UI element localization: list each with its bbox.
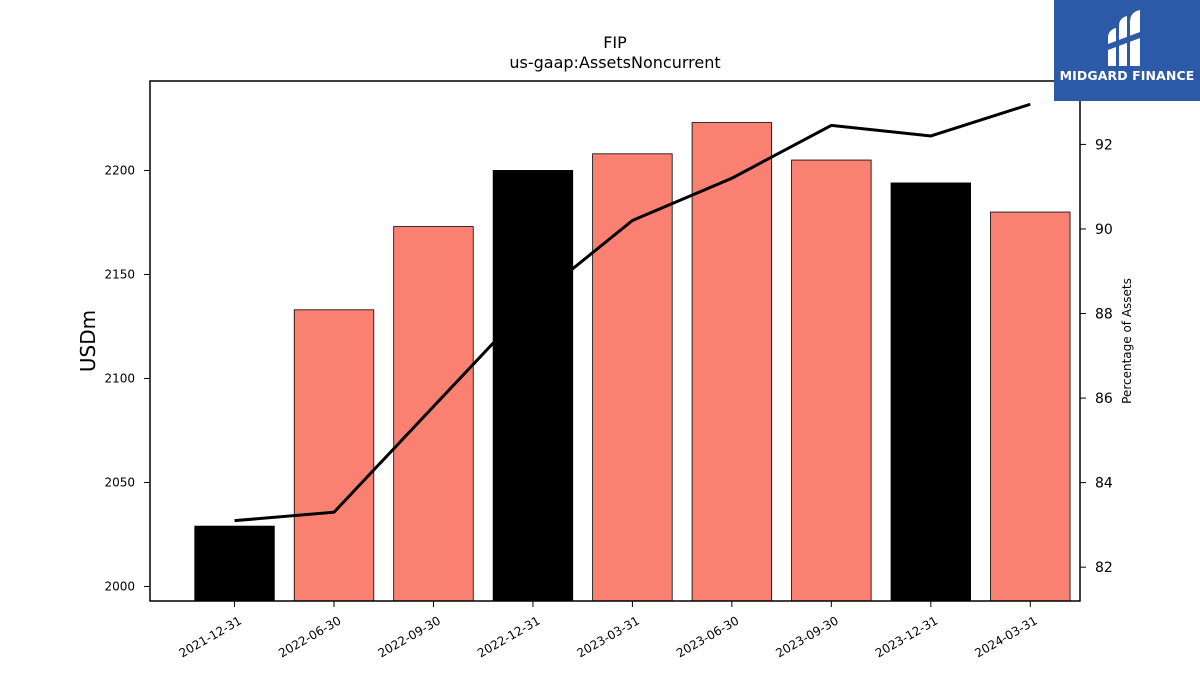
y2-tick-label: 88 [1095, 307, 1113, 323]
y-tick-label: 2050 [104, 475, 135, 489]
x-tick-label: 2021-12-31 [177, 613, 244, 660]
y-tick-label: 2000 [104, 579, 135, 593]
y-axis-left: 2000 2050 2100 2150 2200 [104, 163, 150, 593]
y2-tick-label: 86 [1095, 391, 1113, 407]
mountain-m-logo-icon [1108, 10, 1140, 66]
y2-axis-label: Percentage of Assets [1120, 278, 1134, 404]
bar-2022-09-30 [393, 226, 474, 602]
series-line [234, 102, 1031, 523]
y-tick-label: 2200 [104, 163, 135, 177]
bar-2023-03-31 [592, 153, 673, 602]
bar-2023-06-30 [691, 122, 773, 602]
bar-2022-12-31 [492, 170, 574, 602]
y2-tick-label: 90 [1095, 222, 1113, 238]
logo-badge: MIDGARD FINANCE [1054, 0, 1200, 101]
y2-tick-label: 92 [1095, 137, 1113, 153]
line-group [234, 102, 1031, 523]
y2-tick-label: 84 [1095, 476, 1113, 492]
x-tick-label: 2023-03-31 [575, 613, 642, 660]
plot-frame [149, 80, 1081, 602]
y2-tick-label: 82 [1095, 560, 1113, 576]
y-tick-label: 2100 [104, 371, 135, 385]
bar-2022-06-30 [293, 309, 375, 602]
bars-group [194, 122, 1071, 602]
y-axis-label: USDm [76, 310, 100, 372]
x-axis: 2021-12-31 2022-06-30 2022-09-30 2022-12-31… [177, 601, 1040, 660]
bar-2023-12-31 [890, 182, 971, 602]
x-tick-label: 2023-12-31 [873, 613, 940, 660]
y-axis-right: 82 84 86 88 90 92 [1080, 137, 1113, 576]
chart-title: FIP [603, 33, 627, 52]
y-tick-label: 2150 [104, 267, 135, 281]
x-tick-label: 2024-03-31 [972, 613, 1039, 660]
x-tick-label: 2022-09-30 [376, 613, 443, 660]
bar-2021-12-31 [194, 525, 275, 602]
x-tick-label: 2022-12-31 [475, 613, 542, 660]
logo-text: MIDGARD FINANCE [1059, 68, 1195, 83]
x-tick-label: 2022-06-30 [276, 613, 343, 660]
x-tick-label: 2023-06-30 [674, 613, 741, 660]
bar-2024-03-31 [990, 211, 1071, 602]
x-tick-label: 2023-09-30 [773, 613, 840, 660]
chart-subtitle: us-gaap:AssetsNoncurrent [509, 53, 720, 72]
bar-2023-09-30 [791, 159, 872, 602]
